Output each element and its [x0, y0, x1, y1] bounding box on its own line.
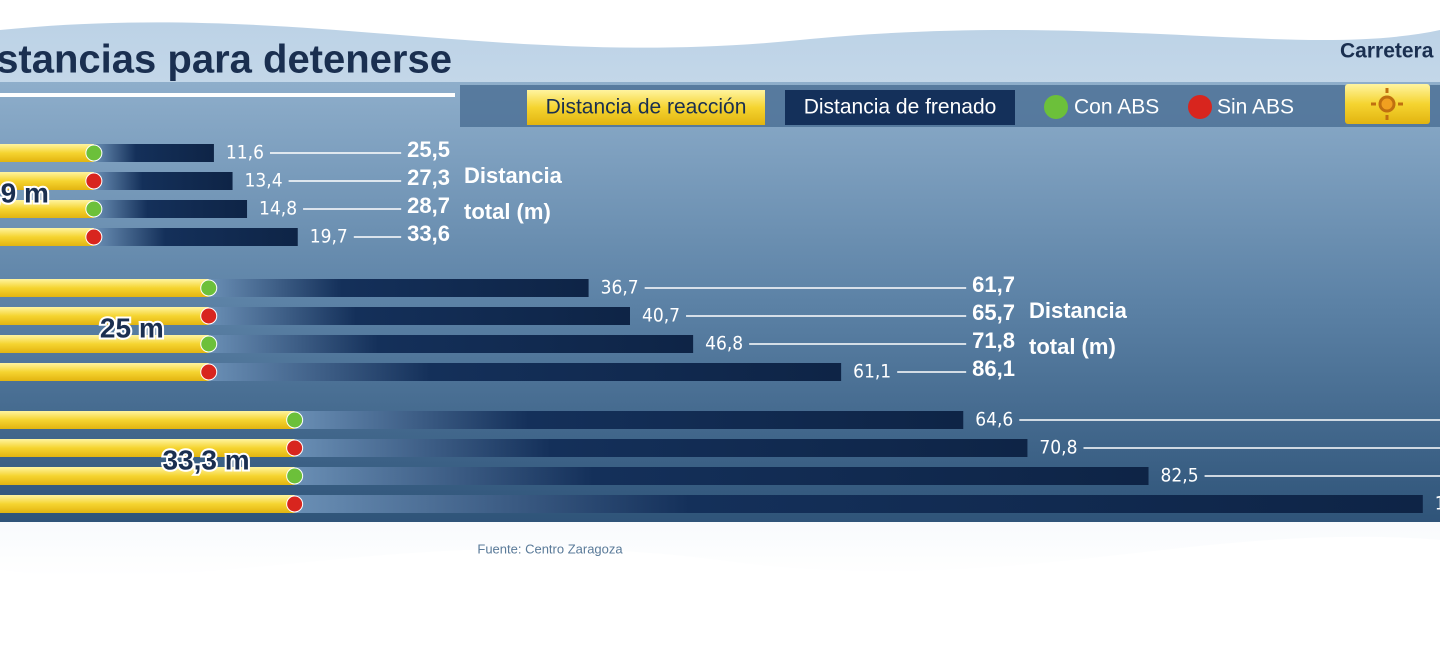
total-label: 25,5 — [407, 137, 450, 162]
total-label: 27,3 — [407, 165, 450, 190]
total-caption: Distancia — [464, 163, 563, 188]
abs-dot — [286, 411, 304, 429]
braking-bar — [208, 363, 842, 381]
legend-reaction: Distancia de reacción — [546, 96, 747, 119]
reaction-label: 25 m — [100, 312, 164, 343]
total-label: 65,7 — [972, 300, 1015, 325]
reaction-label: 13,9 m — [0, 177, 49, 208]
total-label: 61,7 — [972, 272, 1015, 297]
total-caption: total (m) — [1029, 334, 1116, 359]
reaction-bar — [0, 467, 295, 485]
legend-reaction-swatch — [527, 90, 765, 125]
braking-label: 40,7 — [642, 305, 680, 327]
reaction-bar — [0, 439, 295, 457]
abs-dot — [200, 335, 218, 353]
total-caption: total (m) — [464, 199, 551, 224]
legend-abs: Con ABS — [1074, 96, 1159, 119]
legend-no-abs-dot — [1188, 95, 1212, 119]
sun-icon — [1371, 88, 1403, 120]
braking-label: 64,6 — [975, 409, 1013, 431]
braking-bar — [294, 467, 1149, 485]
legend-no-abs: Sin ABS — [1217, 96, 1294, 119]
braking-label: 61,1 — [853, 361, 891, 383]
legend-braking: Distancia de frenado — [804, 96, 997, 119]
total-label: 33,6 — [407, 221, 450, 246]
braking-label: 19,7 — [310, 226, 348, 248]
reaction-bar — [0, 411, 295, 429]
total-label: 71,8 — [972, 328, 1015, 353]
no-abs-dot — [85, 228, 103, 246]
legend-abs-dot — [1044, 95, 1068, 119]
braking-label: 82,5 — [1161, 465, 1199, 487]
braking-label: 13,4 — [245, 170, 283, 192]
braking-label: 70,8 — [1039, 437, 1077, 459]
no-abs-dot — [200, 363, 218, 381]
source: Fuente: Centro Zaragoza — [477, 541, 623, 556]
braking-bar — [208, 279, 589, 297]
total-label: 28,7 — [407, 193, 450, 218]
braking-bar — [93, 144, 214, 162]
abs-dot — [286, 467, 304, 485]
reaction-bar — [0, 172, 94, 190]
braking-label: 11,6 — [226, 142, 264, 164]
braking-bar — [93, 228, 298, 246]
braking-bar — [294, 495, 1423, 513]
braking-label: 14,8 — [259, 198, 297, 220]
braking-bar — [208, 307, 630, 325]
braking-label: 46,8 — [705, 333, 743, 355]
abs-dot — [85, 144, 103, 162]
reaction-bar — [0, 279, 209, 297]
reaction-label: 33,3 m — [162, 444, 249, 475]
braking-label: 109 — [1435, 493, 1440, 515]
reaction-bar — [0, 495, 295, 513]
road-label: Carretera — [1340, 40, 1434, 63]
no-abs-dot — [286, 439, 304, 457]
title: Distancias para detenerse — [0, 38, 452, 82]
abs-dot — [200, 279, 218, 297]
reaction-bar — [0, 228, 94, 246]
braking-label: 36,7 — [601, 277, 639, 299]
reaction-bar — [0, 335, 209, 353]
no-abs-dot — [286, 495, 304, 513]
title-rule — [0, 93, 455, 97]
reaction-bar — [0, 144, 94, 162]
total-label: 86,1 — [972, 356, 1015, 381]
legend-braking-swatch — [785, 90, 1015, 125]
reaction-bar — [0, 307, 209, 325]
braking-bar — [93, 172, 233, 190]
reaction-bar — [0, 200, 94, 218]
reaction-bar — [0, 363, 209, 381]
braking-bar — [294, 439, 1028, 457]
braking-bar — [294, 411, 964, 429]
abs-dot — [85, 200, 103, 218]
no-abs-dot — [85, 172, 103, 190]
total-caption: Distancia — [1029, 298, 1128, 323]
no-abs-dot — [200, 307, 218, 325]
braking-bar — [93, 200, 248, 218]
braking-bar — [208, 335, 694, 353]
